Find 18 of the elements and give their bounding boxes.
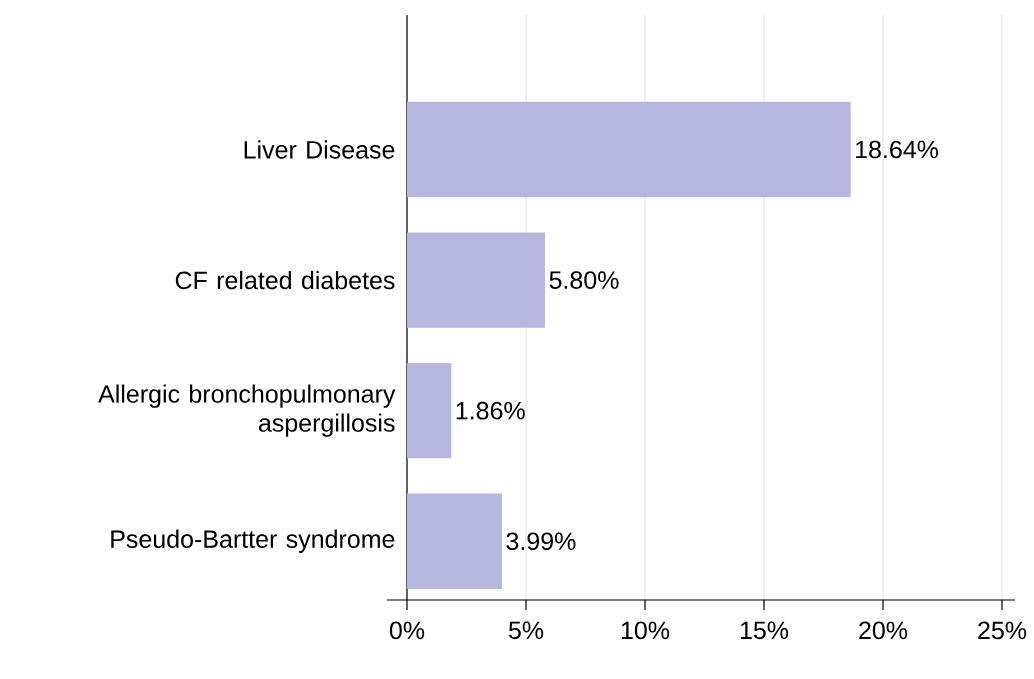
x-tick-label: 25%: [978, 621, 1027, 640]
bar: [407, 101, 851, 198]
data-label: 5.80%: [549, 271, 619, 289]
bar: [407, 493, 502, 589]
x-tick-label: 5%: [508, 621, 544, 640]
data-label: 3.99%: [506, 532, 576, 551]
bar: [407, 363, 452, 459]
y-tick-label: Allergic bronchopulmonary aspergillosis: [98, 384, 396, 437]
data-label: 18.64%: [856, 140, 939, 159]
y-tick-label: Pseudo-Bartter syndrome: [111, 529, 395, 553]
data-label: 1.86%: [456, 401, 525, 420]
bar: [407, 232, 546, 328]
y-tick-label: CF related diabetes: [175, 270, 395, 290]
x-tick-label: 15%: [740, 621, 789, 640]
x-tick-label: 0%: [389, 621, 425, 640]
x-tick-label: 20%: [859, 621, 908, 640]
y-tick-label: Liver Disease: [244, 140, 395, 159]
x-tick-label: 10%: [621, 621, 670, 640]
